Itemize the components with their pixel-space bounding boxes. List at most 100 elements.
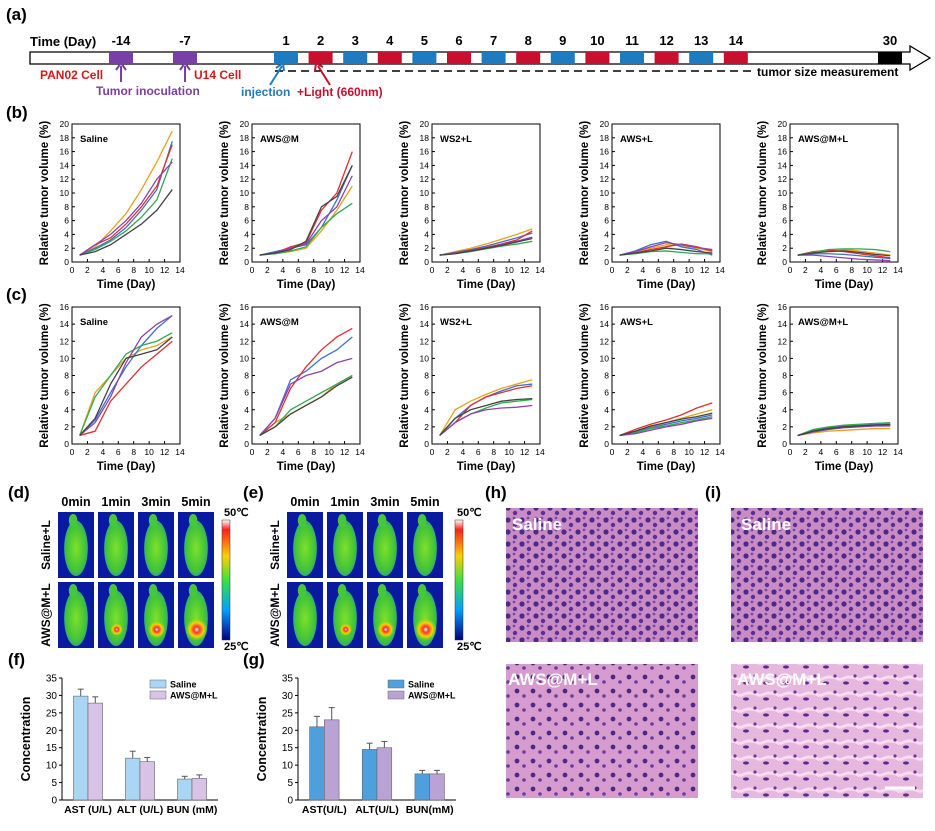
y-tick-label: 12 xyxy=(240,336,250,346)
bar-chart-g: 0 5 10 15 20 25 30 35 Concentration AST(U/L) ALT(U… xyxy=(255,674,456,817)
treat-day-box xyxy=(550,52,575,64)
bar xyxy=(376,747,393,801)
series-line xyxy=(79,336,173,436)
x-tick-label: 2 xyxy=(85,447,90,457)
treat-day-box xyxy=(585,52,610,64)
thermal-time-label: 5min xyxy=(410,495,439,509)
mouse-body xyxy=(333,520,357,577)
y-tick-label: 4 xyxy=(782,405,787,415)
bar xyxy=(191,778,207,801)
x-tick-label: 10 xyxy=(862,447,872,457)
series-line xyxy=(259,202,353,256)
series-line xyxy=(439,385,533,436)
y-tick-label: 4 xyxy=(604,229,609,239)
x-tick-label: 12 xyxy=(520,265,530,275)
y-axis-label: Relative tumor volume (%) xyxy=(579,303,591,448)
y-tick-label: 16 xyxy=(600,147,610,157)
y-tick-label: 2 xyxy=(782,422,787,432)
mouse-head xyxy=(297,583,307,598)
end-day-box xyxy=(878,52,902,64)
x-tick-label: 6 xyxy=(834,265,839,275)
chart-title: AWS@M xyxy=(260,134,299,145)
x-tick-label: 2 xyxy=(445,447,450,457)
series-line xyxy=(79,315,173,436)
y-tick-label: 15 xyxy=(46,743,58,754)
thermal-time-label: 1min xyxy=(101,495,130,509)
series-line xyxy=(619,242,713,256)
injection-label: injection xyxy=(241,85,290,99)
y-tick-label: 30 xyxy=(46,691,58,702)
y-tick-label: 20 xyxy=(240,119,250,129)
y-tick-label: 6 xyxy=(604,216,609,226)
treat-day-box xyxy=(654,52,679,64)
bar xyxy=(309,726,325,801)
series-line xyxy=(79,161,173,256)
x-tick-label: 0 xyxy=(250,265,255,275)
x-tick-label: 6 xyxy=(476,265,481,275)
legend-swatch xyxy=(149,690,167,700)
thermal-color-scale xyxy=(221,519,231,641)
mouse-head xyxy=(188,583,198,598)
mouse-head xyxy=(337,513,347,528)
x-tick-label: 8 xyxy=(671,447,676,457)
category-label: BUN(mM) xyxy=(406,804,454,816)
inoculation-arrow-1 xyxy=(115,61,127,82)
mouse-head xyxy=(417,583,427,598)
series-line xyxy=(797,248,891,256)
pre-day-box xyxy=(173,52,197,64)
y-tick-label: 5 xyxy=(51,778,57,789)
y-tick-label: 10 xyxy=(46,761,58,772)
x-tick-label: 0 xyxy=(250,447,255,457)
hot-spot xyxy=(110,623,124,637)
y-tick-label: 4 xyxy=(604,405,609,415)
treat-day-label: 13 xyxy=(694,33,708,48)
y-tick-label: 2 xyxy=(64,422,69,432)
thermal-row-label: AWS@M+L xyxy=(39,583,53,646)
y-tick-label: 10 xyxy=(240,188,250,198)
panel-label-b: (b) xyxy=(6,103,28,122)
series-line xyxy=(797,423,891,437)
x-tick-label: 10 xyxy=(862,265,872,275)
chart-title: AWS@M+L xyxy=(798,134,848,145)
y-axis-label: Relative tumor volume (%) xyxy=(39,121,51,266)
hot-spot xyxy=(414,618,438,642)
bar xyxy=(73,695,89,801)
inoculation-arrow-2 xyxy=(179,61,191,82)
hot-spot xyxy=(339,623,353,637)
series-line xyxy=(259,165,353,256)
treat-day-label: 7 xyxy=(490,33,497,48)
x-axis-label: Time (Day) xyxy=(457,461,516,473)
x-tick-label: 14 xyxy=(715,447,725,457)
thermal-time-label: 0min xyxy=(290,495,319,509)
y-tick-label: 18 xyxy=(240,133,250,143)
x-tick-label: 12 xyxy=(700,265,710,275)
mouse-head xyxy=(297,513,307,528)
histology-h-top-label: Saline xyxy=(512,515,562,534)
histology-h-bottom-label: AWS@M+L xyxy=(508,670,598,689)
series-line xyxy=(79,144,173,256)
legend-label: AWS@M+L xyxy=(408,691,456,701)
y-tick-label: 12 xyxy=(420,174,430,184)
y-axis-label: Relative tumor volume (%) xyxy=(757,303,769,448)
mouse-head xyxy=(148,513,158,528)
pan02-label: PAN02 Cell xyxy=(40,68,103,82)
y-tick-label: 0 xyxy=(287,796,293,807)
pre-day-box xyxy=(109,52,133,64)
x-tick-label: 12 xyxy=(160,447,170,457)
x-tick-label: 10 xyxy=(684,265,694,275)
series-line xyxy=(619,240,713,256)
treat-day-label: 1 xyxy=(282,33,289,48)
y-tick-label: 20 xyxy=(46,726,58,737)
y-tick-label: 2 xyxy=(424,243,429,253)
y-axis-label: Relative tumor volume (%) xyxy=(39,303,51,448)
x-tick-label: 12 xyxy=(700,447,710,457)
x-tick-label: 8 xyxy=(311,265,316,275)
series-line xyxy=(619,402,713,437)
category-label: AST(U/L) xyxy=(302,804,347,816)
x-tick-label: 2 xyxy=(625,447,630,457)
y-axis-label: Relative tumor volume (%) xyxy=(219,303,231,448)
